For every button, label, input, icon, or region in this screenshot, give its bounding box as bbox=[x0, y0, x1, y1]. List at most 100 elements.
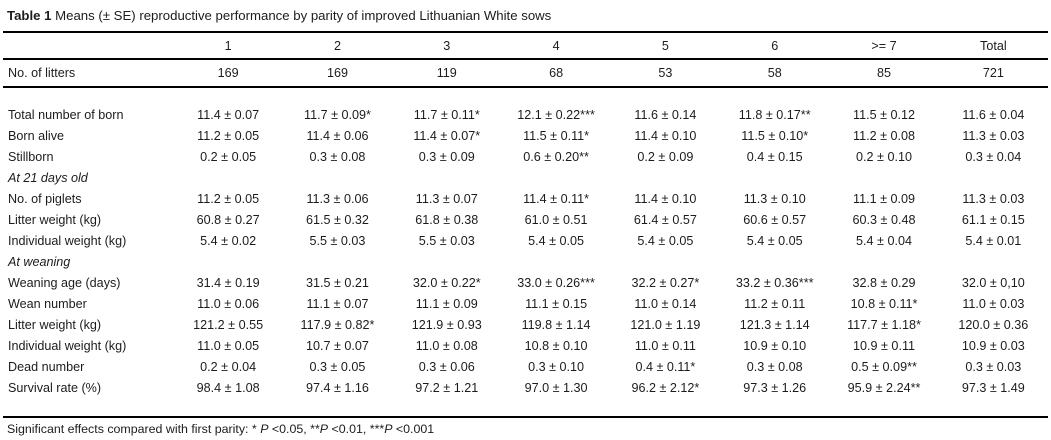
cell-value: 61.1 ± 0.15 bbox=[961, 212, 1025, 227]
row-label: Litter weight (kg) bbox=[8, 212, 102, 227]
cell-value: 32.0 ± 0,10 bbox=[961, 275, 1025, 290]
cell-value: 169 bbox=[282, 59, 393, 88]
cell-value: 32.0 ± 0.22* bbox=[412, 275, 481, 290]
cell-value: 10.8 ± 0.11* bbox=[850, 296, 918, 311]
cell-value: 11.1 ± 0.09 bbox=[853, 191, 916, 206]
cell-value: 61.4 ± 0.57 bbox=[633, 212, 697, 227]
row-label: Litter weight (kg) bbox=[8, 317, 102, 332]
cell-value: 11.2 ± 0.11 bbox=[744, 296, 806, 311]
table-row: Stillborn 0.2 ± 0.05 0.3 ± 0.08 0.3 ± 0.09 0… bbox=[3, 146, 1048, 167]
cell-value: 5.4 ± 0.05 bbox=[637, 233, 694, 248]
cell-value: 5.5 ± 0.03 bbox=[418, 233, 475, 248]
row-label: Stillborn bbox=[8, 149, 54, 164]
section-label: At 21 days old bbox=[8, 170, 88, 185]
row-label: Individual weight (kg) bbox=[8, 233, 127, 248]
column-header: 1 bbox=[173, 32, 283, 60]
cell-value: 11.8 ± 0.17** bbox=[738, 107, 811, 122]
cell-value: 0.4 ± 0.15 bbox=[746, 149, 803, 164]
cell-value: 0.2 ± 0.10 bbox=[856, 149, 912, 164]
footnote-p-symbol: P bbox=[319, 422, 329, 436]
reproductive-performance-table: 1 2 3 4 5 6 >= 7 Total No. of litters 169 169 119 68… bbox=[3, 31, 1048, 416]
cell-value: 11.6 ± 0.14 bbox=[634, 107, 697, 122]
cell-value: 11.2 ± 0.05 bbox=[197, 128, 260, 143]
table-row: Weaning age (days) 31.4 ± 0.19 31.5 ± 0.21… bbox=[3, 272, 1048, 293]
cell-value: 11.3 ± 0.07 bbox=[415, 191, 478, 206]
cell-value: 11.0 ± 0.05 bbox=[197, 338, 260, 353]
cell-value: 0.3 ± 0.04 bbox=[965, 149, 1022, 164]
cell-value: 95.9 ± 2.24** bbox=[847, 380, 921, 395]
cell-value: 60.6 ± 0.57 bbox=[743, 212, 807, 227]
cell-value: 11.6 ± 0.04 bbox=[962, 107, 1025, 122]
cell-value: 96.2 ± 2.12* bbox=[631, 380, 700, 395]
cell-value: 121.3 ± 1.14 bbox=[739, 317, 810, 332]
table-row: Individual weight (kg) 5.4 ± 0.02 5.5 ± 0.… bbox=[3, 230, 1048, 251]
row-label: No. of piglets bbox=[8, 191, 82, 206]
cell-value: 119 bbox=[392, 59, 502, 88]
table-body: 1 2 3 4 5 6 >= 7 Total No. of litters 169 169 119 68… bbox=[3, 32, 1048, 416]
cell-value: 11.2 ± 0.05 bbox=[197, 191, 260, 206]
row-label: Weaning age (days) bbox=[8, 275, 121, 290]
cell-value: 11.5 ± 0.12 bbox=[853, 107, 916, 122]
section-label: At weaning bbox=[8, 254, 71, 269]
cell-value: 61.0 ± 0.51 bbox=[524, 212, 588, 227]
cell-value: 11.0 ± 0.03 bbox=[962, 296, 1025, 311]
header-empty-cell bbox=[3, 32, 174, 60]
table-row: Individual weight (kg) 11.0 ± 0.05 10.7 ± … bbox=[3, 335, 1048, 356]
table-footnote: Significant effects compared with first … bbox=[3, 416, 1048, 436]
column-header: >= 7 bbox=[829, 32, 939, 60]
cell-value: 0.2 ± 0.09 bbox=[637, 149, 694, 164]
footnote-text: <0.01, *** bbox=[328, 422, 385, 436]
cell-value: 11.0 ± 0.11 bbox=[634, 338, 696, 353]
cell-value: 5.4 ± 0.02 bbox=[200, 233, 257, 248]
cell-value: 31.5 ± 0.21 bbox=[305, 275, 369, 290]
cell-value: 11.5 ± 0.10* bbox=[741, 128, 809, 143]
cell-value: 119.8 ± 1.14 bbox=[521, 317, 591, 332]
cell-value: 11.1 ± 0.15 bbox=[525, 296, 588, 311]
cell-value: 10.9 ± 0.03 bbox=[961, 338, 1025, 353]
footnote-text: <0.001 bbox=[392, 422, 435, 436]
cell-value: 5.5 ± 0.03 bbox=[309, 233, 366, 248]
cell-value: 11.0 ± 0.06 bbox=[197, 296, 260, 311]
cell-value: 11.0 ± 0.14 bbox=[634, 296, 697, 311]
section-row: At 21 days old bbox=[3, 167, 1048, 188]
cell-value: 10.8 ± 0.10 bbox=[524, 338, 588, 353]
cell-value: 98.4 ± 1.08 bbox=[196, 380, 260, 395]
table-row: No. of piglets 11.2 ± 0.05 11.3 ± 0.06 11.3… bbox=[3, 188, 1048, 209]
table-row: Survival rate (%) 98.4 ± 1.08 97.4 ± 1.16 9… bbox=[3, 377, 1048, 398]
cell-value: 0.2 ± 0.05 bbox=[200, 149, 257, 164]
cell-value: 60.3 ± 0.48 bbox=[852, 212, 916, 227]
table-header-row: 1 2 3 4 5 6 >= 7 Total bbox=[3, 32, 1048, 60]
table-row: Wean number 11.0 ± 0.06 11.1 ± 0.07 11.1 ± … bbox=[3, 293, 1048, 314]
column-header: 2 bbox=[282, 32, 393, 60]
cell-value: 97.2 ± 1.21 bbox=[415, 380, 479, 395]
end-spacer-row bbox=[3, 398, 1048, 416]
row-label: Born alive bbox=[8, 128, 65, 143]
row-label: Dead number bbox=[8, 359, 85, 374]
table-caption-text: Means (± SE) reproductive performance by… bbox=[55, 8, 552, 23]
cell-value: 97.3 ± 1.49 bbox=[961, 380, 1025, 395]
cell-value: 5.4 ± 0.01 bbox=[965, 233, 1022, 248]
cell-value: 11.0 ± 0.08 bbox=[415, 338, 478, 353]
cell-value: 11.4 ± 0.07* bbox=[413, 128, 481, 143]
cell-value: 32.8 ± 0.29 bbox=[852, 275, 916, 290]
row-label: No. of litters bbox=[3, 59, 174, 88]
cell-value: 11.7 ± 0.11* bbox=[413, 107, 480, 122]
cell-value: 60.8 ± 0.27 bbox=[196, 212, 260, 227]
footnote-text: Significant effects compared with first … bbox=[7, 422, 261, 436]
cell-value: 721 bbox=[938, 59, 1048, 88]
row-label: Total number of born bbox=[8, 107, 124, 122]
cell-value: 31.4 ± 0.19 bbox=[196, 275, 260, 290]
column-header: 3 bbox=[392, 32, 502, 60]
cell-value: 10.7 ± 0.07 bbox=[305, 338, 369, 353]
row-label: Wean number bbox=[8, 296, 87, 311]
cell-value: 58 bbox=[720, 59, 830, 88]
cell-value: 97.4 ± 1.16 bbox=[305, 380, 369, 395]
cell-value: 5.4 ± 0.05 bbox=[746, 233, 803, 248]
cell-value: 11.4 ± 0.07 bbox=[197, 107, 260, 122]
cell-value: 12.1 ± 0.22*** bbox=[517, 107, 595, 122]
cell-value: 33.2 ± 0.36*** bbox=[735, 275, 814, 290]
table-caption: Table 1 Means (± SE) reproductive perfor… bbox=[7, 7, 1051, 24]
table-row: Litter weight (kg) 60.8 ± 0.27 61.5 ± 0.32… bbox=[3, 209, 1048, 230]
spacer-cell bbox=[3, 398, 1048, 416]
cell-value: 117.9 ± 0.82* bbox=[300, 317, 375, 332]
